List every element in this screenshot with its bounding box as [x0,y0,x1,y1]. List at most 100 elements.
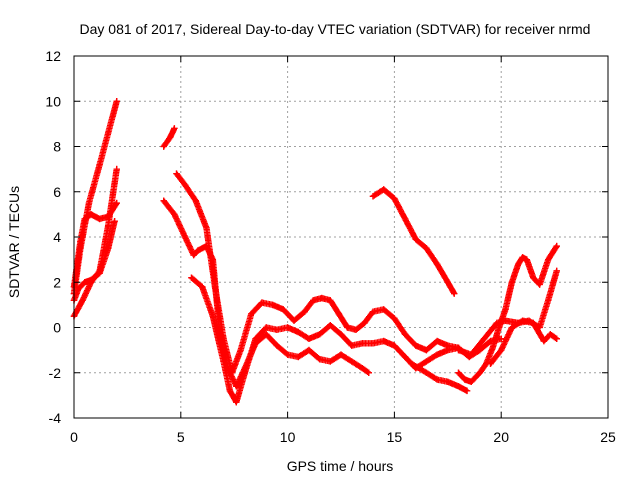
data-point [451,290,458,297]
grid-lines [74,56,608,418]
data-point [318,294,325,302]
data-point [284,351,291,358]
data-point [412,342,419,349]
data-point [79,297,86,304]
data-point [361,319,368,327]
data-point [113,98,120,105]
data-point [461,376,469,383]
data-series [70,98,560,406]
data-point [553,242,560,250]
data-point [85,199,93,207]
data-point [305,335,313,343]
data-point [468,378,475,385]
data-point [423,245,430,252]
data-point [380,337,387,345]
data-point [290,317,298,324]
data-point [316,331,323,338]
data-point [519,254,526,261]
data-point [502,306,509,313]
data-point [515,260,522,268]
data-point [380,186,387,193]
data-point [408,360,415,367]
data-point [401,331,409,338]
data-point [77,238,84,245]
data-point [348,342,355,349]
data-point [258,299,266,306]
x-tick-label: 15 [387,429,403,445]
data-point [369,308,377,315]
y-tick-label: 10 [45,93,61,109]
data-point [540,337,548,345]
y-tick-label: 6 [53,184,61,200]
series-markers [160,197,372,390]
data-point [489,344,496,352]
data-point [337,331,345,338]
data-point [544,297,552,304]
data-point [423,358,430,365]
data-point [359,365,366,372]
data-point [295,353,302,361]
data-point [171,211,178,218]
series-arc-10 [408,360,471,395]
data-point [391,195,398,202]
series-arc-9 [369,186,458,297]
data-point [237,346,244,354]
data-point [536,281,543,288]
data-point [327,297,334,304]
data-point [476,369,484,376]
data-point [423,346,430,354]
data-point [348,358,355,365]
data-point [423,369,430,376]
data-point [544,256,552,263]
data-point [365,369,372,376]
data-point [337,351,345,358]
data-point [192,197,199,204]
data-point [391,315,398,322]
data-point [160,197,167,204]
data-point [233,398,240,406]
data-point [87,276,95,284]
data-point [444,346,451,354]
data-point [75,285,82,293]
data-point [226,387,234,395]
data-point [248,310,255,318]
data-point [190,251,197,259]
data-point [344,324,351,331]
y-tick-label: 4 [53,229,61,245]
data-point [508,324,516,331]
y-tick-label: 0 [53,320,61,336]
data-point [530,274,537,281]
data-point [547,331,554,338]
data-point [203,224,210,232]
data-point [369,340,377,347]
data-point [81,279,88,286]
y-axis-label: SDTVAR / TECUs [6,186,22,298]
data-point [335,310,343,318]
data-point [111,217,118,225]
data-point [316,355,323,363]
data-point [530,319,537,327]
data-point [380,306,387,313]
series-arc-8 [188,274,505,406]
data-point [495,324,503,331]
data-point [209,312,217,320]
chart-title: Day 081 of 2017, Sidereal Day-to-day VTE… [80,21,591,37]
data-point [263,331,270,338]
y-tick-label: 12 [45,48,61,64]
data-point [81,215,88,223]
data-point [241,369,249,376]
data-point [553,267,560,275]
series-arc-6 [160,197,372,390]
data-point [173,170,180,177]
data-point [310,297,317,304]
data-point [455,383,462,390]
data-point [468,351,475,358]
axis-ticks: 0 5 10 15 20 25 -4 -2 0 2 4 6 8 10 12 [45,48,616,445]
series-arc-13 [487,317,560,367]
data-point [523,256,531,263]
data-point [104,129,112,137]
y-tick-label: 8 [53,139,61,155]
data-point [301,308,308,315]
data-point [166,134,174,141]
